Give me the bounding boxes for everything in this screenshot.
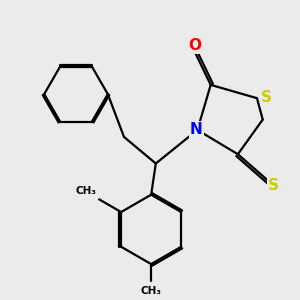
Text: S: S <box>261 89 272 104</box>
Text: CH₃: CH₃ <box>141 286 162 296</box>
Text: N: N <box>190 122 203 137</box>
Text: S: S <box>268 178 279 193</box>
Text: CH₃: CH₃ <box>75 187 96 196</box>
Text: O: O <box>188 38 201 53</box>
